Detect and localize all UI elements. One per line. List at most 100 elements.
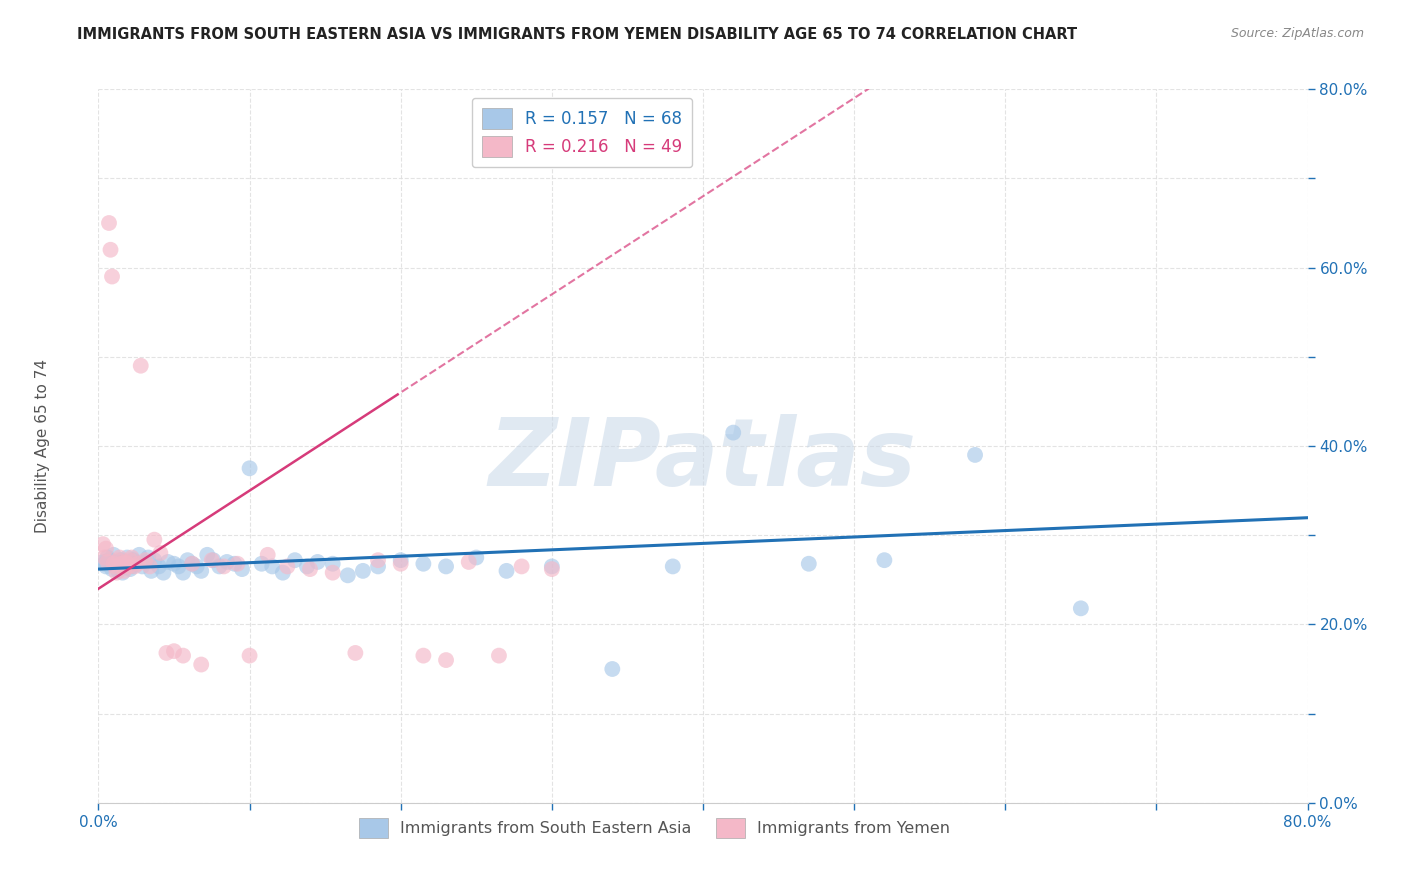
Point (124, 559, 146, 574)
Point (602, 662, 624, 676)
Point (457, 555, 479, 569)
Point (134, 553, 156, 567)
Point (103, 557, 125, 571)
Point (134, 555, 156, 569)
Point (284, 553, 307, 567)
Point (118, 559, 141, 574)
Point (661, 559, 683, 574)
Point (276, 559, 298, 574)
Point (307, 555, 329, 569)
Point (149, 546, 172, 560)
Point (271, 566, 294, 580)
Point (181, 557, 204, 571)
Point (181, 557, 204, 571)
Point (93, 557, 115, 571)
Point (322, 557, 344, 571)
Point (152, 566, 174, 580)
Point (128, 548, 150, 562)
Point (115, 557, 138, 571)
Point (108, 557, 131, 571)
Point (250, 557, 273, 571)
Point (125, 557, 148, 571)
Point (167, 559, 190, 574)
Point (212, 559, 235, 574)
Point (105, 559, 128, 574)
Point (389, 553, 412, 567)
Point (100, 243, 122, 257)
Point (723, 425, 745, 440)
Point (256, 548, 278, 562)
Point (114, 555, 136, 569)
Point (141, 564, 163, 578)
Point (108, 550, 131, 565)
Point (110, 553, 132, 567)
Point (104, 555, 127, 569)
Point (112, 564, 135, 578)
Point (352, 564, 374, 578)
Point (107, 564, 129, 578)
Point (797, 557, 820, 571)
Point (412, 557, 434, 571)
Text: IMMIGRANTS FROM SOUTH EASTERN ASIA VS IMMIGRANTS FROM YEMEN DISABILITY AGE 65 TO: IMMIGRANTS FROM SOUTH EASTERN ASIA VS IM… (77, 27, 1077, 42)
Point (873, 553, 896, 567)
Point (100, 557, 122, 571)
Point (344, 646, 367, 660)
Point (186, 559, 208, 574)
Point (172, 648, 194, 663)
Point (322, 566, 344, 580)
Point (111, 559, 134, 574)
Point (121, 559, 143, 574)
Point (195, 548, 218, 562)
Point (495, 564, 517, 578)
Point (465, 550, 488, 565)
Point (120, 562, 142, 576)
Point (112, 559, 135, 574)
Point (93, 550, 115, 565)
Point (111, 566, 134, 580)
Point (201, 553, 224, 567)
Point (190, 657, 212, 672)
Text: Disability Age 65 to 74: Disability Age 65 to 74 (35, 359, 49, 533)
Point (172, 566, 194, 580)
Point (156, 555, 179, 569)
Point (105, 566, 128, 580)
Point (104, 559, 127, 574)
Point (121, 550, 143, 565)
Point (155, 646, 177, 660)
Point (148, 559, 170, 574)
Legend: Immigrants from South Eastern Asia, Immigrants from Yemen: Immigrants from South Eastern Asia, Immi… (353, 812, 956, 845)
Point (226, 557, 249, 571)
Point (1070, 601, 1092, 615)
Point (91, 537, 114, 551)
Point (114, 555, 136, 569)
Point (91, 555, 114, 569)
Point (239, 648, 262, 663)
Point (190, 564, 212, 578)
Point (129, 359, 152, 373)
Point (224, 557, 246, 571)
Point (122, 553, 145, 567)
Point (510, 559, 533, 574)
Point (215, 555, 238, 569)
Point (96, 550, 118, 565)
Point (202, 553, 225, 567)
Point (231, 562, 253, 576)
Point (176, 553, 198, 567)
Point (143, 553, 166, 567)
Point (101, 562, 124, 576)
Text: ZIPatlas: ZIPatlas (489, 414, 917, 507)
Point (103, 548, 125, 562)
Point (434, 653, 457, 667)
Point (965, 448, 987, 462)
Text: Source: ZipAtlas.com: Source: ZipAtlas.com (1230, 27, 1364, 40)
Point (98, 553, 121, 567)
Point (262, 559, 284, 574)
Point (127, 557, 149, 571)
Point (295, 559, 318, 574)
Point (336, 568, 359, 582)
Point (120, 553, 142, 567)
Point (94, 541, 117, 556)
Point (139, 559, 162, 574)
Point (107, 553, 129, 567)
Point (143, 533, 166, 547)
